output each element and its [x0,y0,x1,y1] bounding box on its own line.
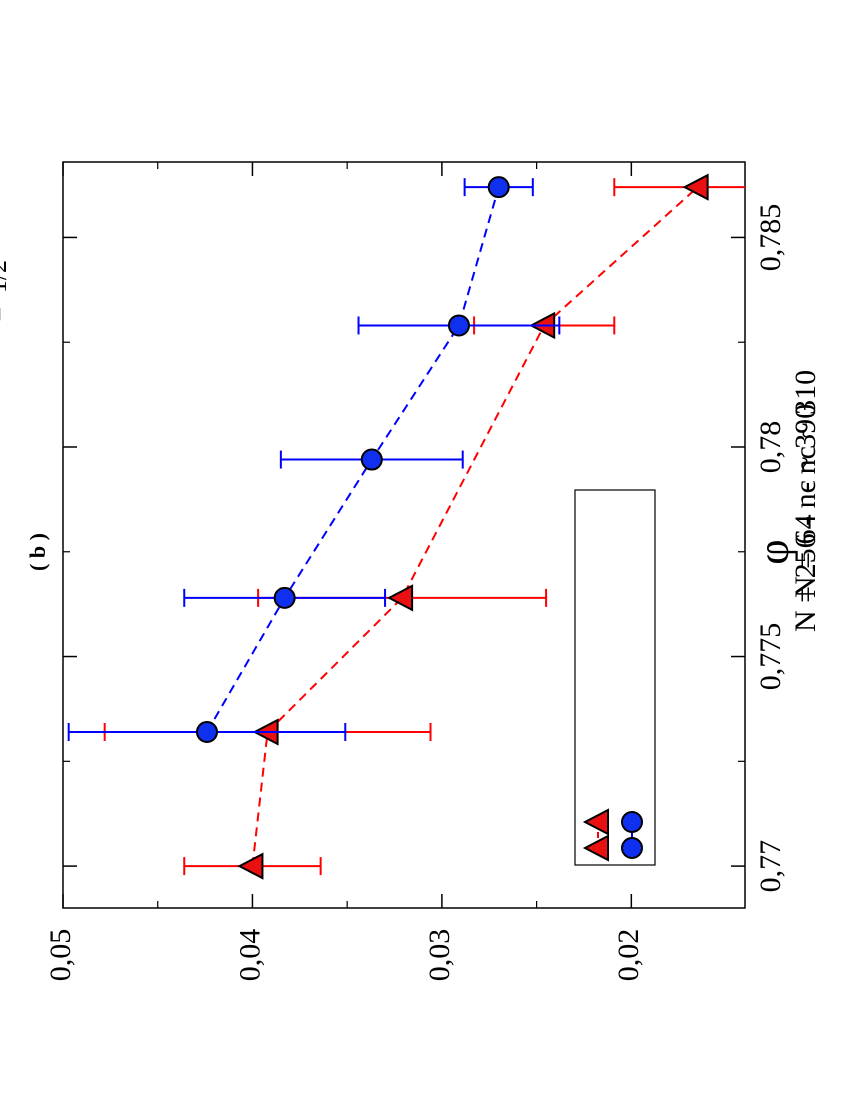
circle-marker [621,837,643,859]
x-axis-label: φ [749,539,798,564]
circle-marker [273,586,296,609]
legend-label: N = 64 - nc ~ 310 [789,370,822,598]
triangle-marker [582,834,609,862]
annotation-text: < F1/2 > [0,224,12,356]
y-tick-label: 0,02 [612,929,645,982]
circle-marker [447,314,470,337]
annotation-right: > [0,224,10,249]
x-tick-label: 0,78 [754,421,787,474]
x-tick-label: 0,775 [754,623,787,691]
circle-marker [195,720,218,743]
circle-marker [360,448,383,471]
legend-label: N = 256 - nc ~ 390 [789,404,822,632]
y-tick-label: 0,05 [44,929,77,982]
triangle-marker [386,584,414,612]
triangle-marker [582,808,609,836]
chart-title: ( b ) [25,533,50,571]
annotation-main: F [0,292,10,321]
circle-marker [487,176,510,199]
annotation-left: < [0,331,10,356]
legend-box [574,489,656,866]
triangle-marker [682,173,709,201]
annotation-sub: 1/2 [0,260,12,293]
circle-marker [621,811,643,833]
x-tick-label: 0,77 [754,840,787,893]
plot-area [67,173,745,880]
annotation: < F1/2 > [0,224,12,356]
plot-frame [62,161,746,909]
y-tick-label: 0,03 [423,929,456,982]
triangle-marker [237,852,264,880]
y-tick-label: 0,04 [233,929,266,982]
x-tick-label: 0,785 [754,204,787,272]
